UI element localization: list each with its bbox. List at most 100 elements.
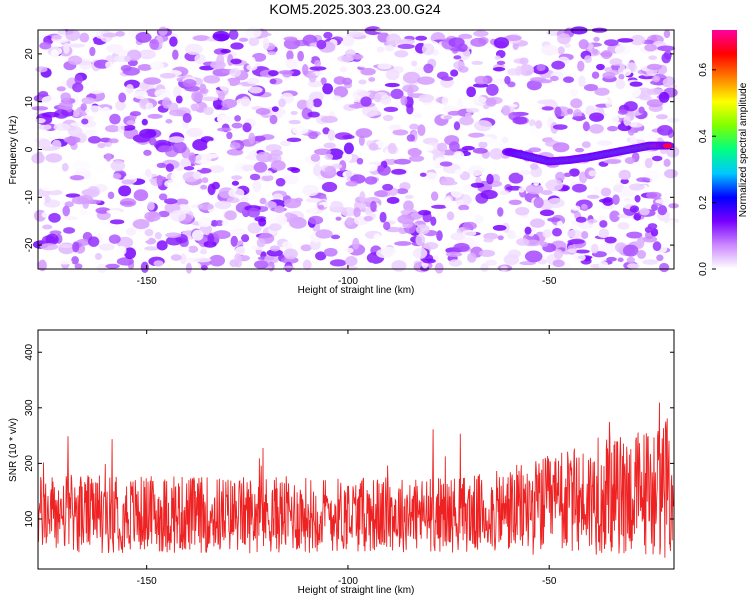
- heatmap-cell: [183, 166, 195, 171]
- heatmap-cell: [144, 246, 160, 251]
- heatmap-cell: [228, 188, 245, 198]
- heatmap-cell: [417, 124, 426, 136]
- heatmap-cell: [661, 52, 671, 64]
- heatmap-cell: [265, 144, 282, 152]
- heatmap-cell: [230, 228, 248, 235]
- heatmap-cell: [487, 138, 504, 147]
- heatmap-cell: [445, 251, 463, 257]
- snr-series-line: [37, 402, 675, 558]
- heatmap-cell: [40, 243, 58, 251]
- heatmap-cell: [449, 141, 460, 152]
- heatmap-cell: [617, 222, 630, 230]
- heatmap-cell: [587, 194, 600, 199]
- heatmap-cell: [638, 106, 645, 114]
- heatmap-cell: [210, 60, 226, 70]
- heatmap-cell: [519, 57, 529, 65]
- heatmap-cell: [474, 75, 488, 85]
- heatmap-cell: [315, 251, 327, 261]
- heatmap-cell: [456, 209, 473, 218]
- heatmap-cell: [213, 230, 231, 240]
- heatmap-cell: [652, 75, 661, 83]
- heatmap-cell: [348, 103, 365, 109]
- heatmap-cell: [545, 179, 563, 192]
- heatmap-cell: [472, 147, 488, 154]
- heatmap-cell: [94, 253, 103, 260]
- heatmap-cell: [212, 97, 224, 110]
- heatmap-cell: [567, 239, 585, 245]
- heatmap-cell: [195, 164, 203, 171]
- heatmap-cell: [229, 142, 241, 149]
- heatmap-cell: [245, 26, 262, 39]
- heatmap-cell: [226, 197, 240, 204]
- heatmap-cell: [158, 193, 168, 201]
- heatmap-cell: [379, 211, 387, 223]
- heatmap-cell: [531, 131, 542, 139]
- snr-y-label: SNR (10 * v/v): [8, 418, 19, 482]
- heatmap-cell: [617, 109, 629, 115]
- heatmap-cell: [663, 158, 671, 167]
- heatmap-cell: [345, 180, 358, 187]
- heatmap-cell: [593, 36, 600, 42]
- heatmap-cell: [526, 79, 542, 91]
- heatmap-cell: [628, 122, 643, 128]
- heatmap-cell: [63, 136, 81, 144]
- heatmap-cell: [200, 265, 208, 271]
- heatmap-cell: [551, 60, 566, 70]
- heatmap-cell: [572, 115, 586, 121]
- heatmap-cell: [609, 58, 623, 66]
- heatmap-cell: [365, 207, 372, 216]
- heatmap-cell: [335, 216, 342, 221]
- heatmap-cell: [394, 241, 412, 246]
- heatmap-cell: [145, 102, 154, 111]
- heatmap-cell: [226, 77, 241, 87]
- heatmap-cell: [172, 86, 182, 98]
- heatmap-cell: [566, 229, 582, 239]
- heatmap-cell: [214, 200, 232, 210]
- heatmap-cell: [583, 83, 598, 92]
- heatmap-cell: [528, 147, 542, 153]
- heatmap-cell: [430, 191, 439, 201]
- heatmap-cell: [468, 165, 485, 176]
- heatmap-cell: [524, 250, 543, 263]
- heatmap-cell: [191, 90, 204, 103]
- heatmap-cell: [623, 101, 638, 112]
- heatmap-cell: [144, 228, 154, 237]
- heatmap-cell: [598, 260, 609, 270]
- heatmap-cell: [472, 205, 489, 212]
- heatmap-cells: [31, 26, 680, 274]
- heatmap-cell: [533, 196, 544, 209]
- heatmap-cell: [180, 253, 187, 265]
- heatmap-cell: [453, 121, 461, 131]
- heatmap-cell: [40, 185, 59, 192]
- heatmap-cell: [286, 137, 302, 143]
- heatmap-cell: [422, 172, 439, 182]
- heatmap-cell: [126, 120, 136, 126]
- heatmap-cell: [186, 127, 204, 138]
- heatmap-cell: [601, 50, 612, 60]
- heatmap-cell: [158, 145, 173, 153]
- heatmap-cell: [340, 265, 358, 271]
- colorbar-gradient: [712, 30, 737, 269]
- heatmap-cell: [170, 254, 182, 261]
- heatmap-cell: [415, 224, 430, 235]
- heatmap-cell: [194, 53, 206, 65]
- heatmap-cell: [515, 163, 525, 168]
- heatmap-cell: [206, 140, 216, 150]
- heatmap-cell: [63, 215, 78, 221]
- heatmap-cell: [664, 168, 678, 179]
- heatmap-cell: [541, 44, 559, 56]
- heatmap-cell: [667, 219, 678, 229]
- heatmap-cell: [553, 249, 564, 260]
- heatmap-cell: [666, 117, 680, 123]
- heatmap-cell: [407, 86, 414, 98]
- heatmap-cell: [79, 58, 92, 70]
- heatmap-cell: [647, 223, 658, 230]
- heatmap-cell: [106, 43, 124, 53]
- heatmap-cell: [411, 60, 418, 67]
- heatmap-cell: [549, 75, 559, 82]
- heatmap-cell: [231, 180, 240, 186]
- heatmap-cell: [221, 220, 229, 226]
- heatmap-cell: [35, 66, 48, 73]
- heatmap-cell: [356, 90, 371, 97]
